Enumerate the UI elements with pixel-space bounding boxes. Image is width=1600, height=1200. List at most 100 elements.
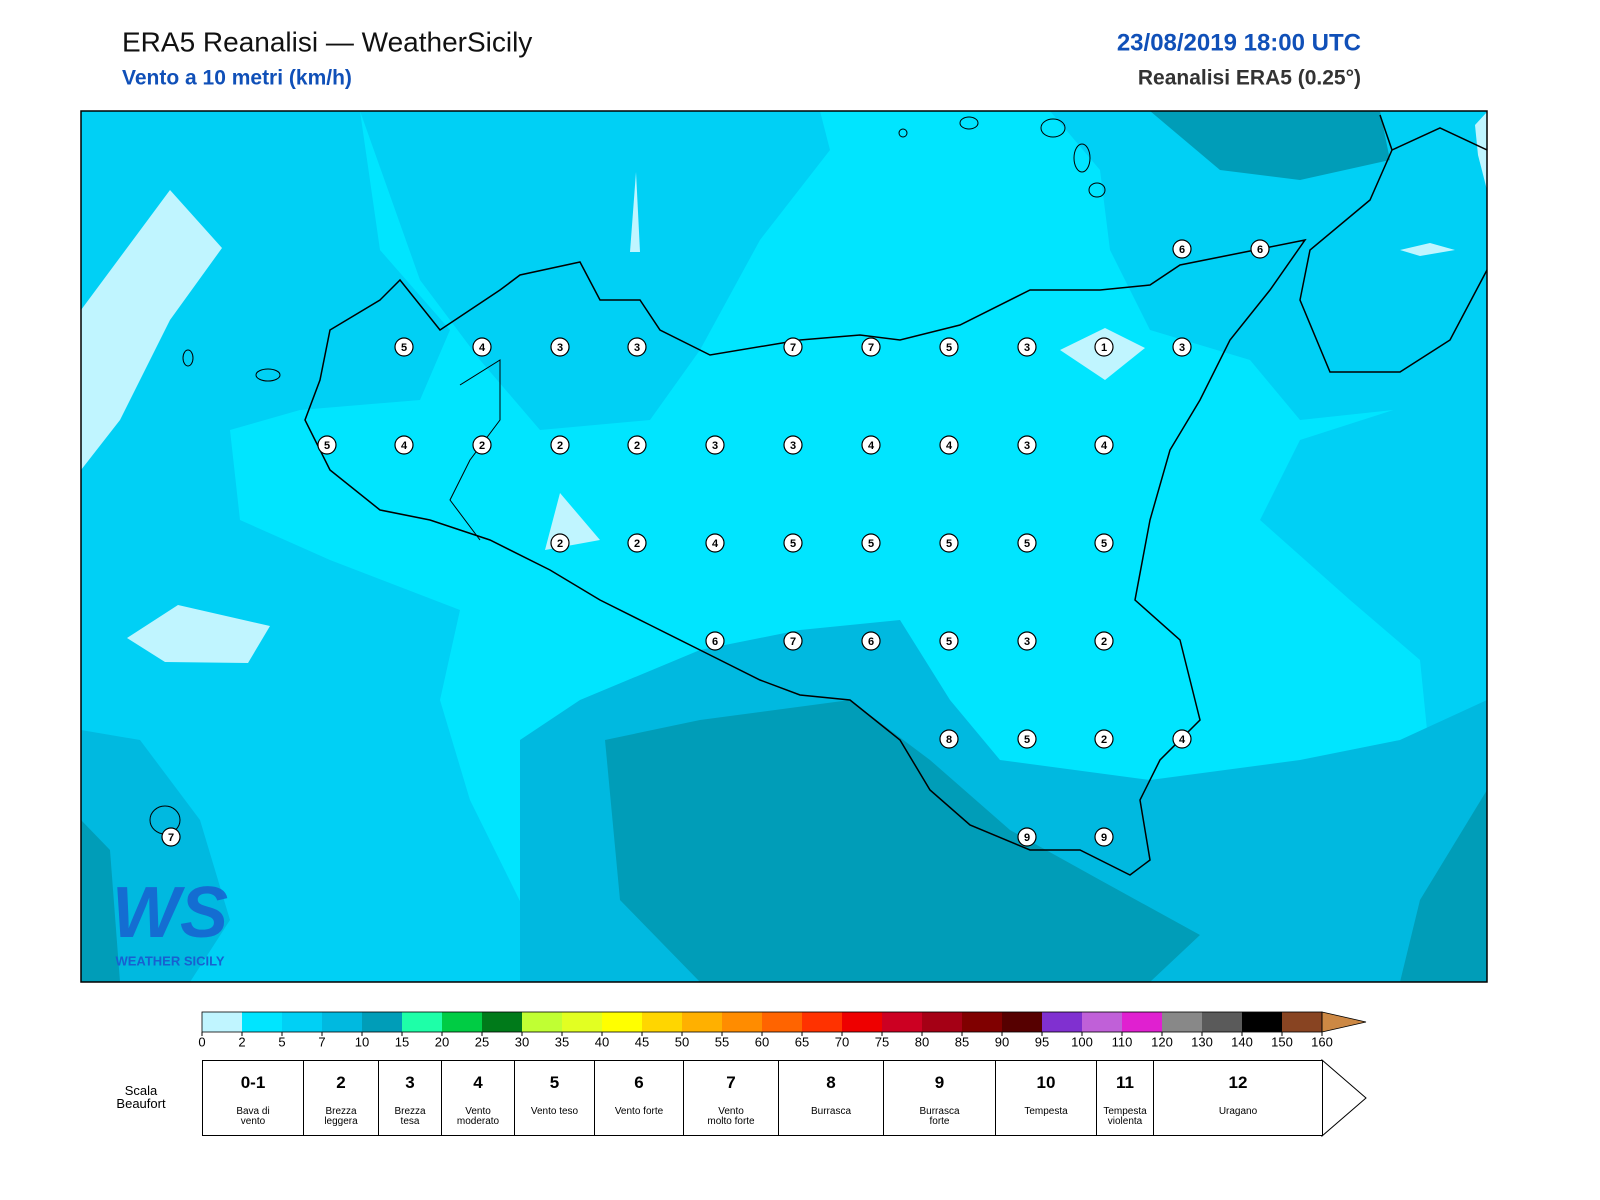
island [255,368,281,382]
beaufort-box: 10 Tempesta [995,1060,1097,1136]
colorbar-bin [722,1012,762,1032]
field-zone [81,111,560,982]
station-marker [705,435,725,455]
field-zone [81,820,120,982]
colorbar-bin [402,1012,442,1032]
station-value: 5 [1024,734,1030,746]
beaufort-force: 2 [336,1073,346,1092]
beaufort-desc-box: Burrasca [781,1107,881,1117]
station-value: 2 [479,440,485,452]
station-value: 3 [712,440,718,452]
station-value: 4 [1101,440,1108,452]
colorbar-tick-label: 160 [1311,1034,1333,1049]
field-zone [1400,790,1487,982]
colorbar-bin [1082,1012,1122,1032]
station-value: 4 [1179,734,1186,746]
station-marker [472,435,492,455]
station-marker [1017,729,1037,749]
station-value: 9 [1024,832,1030,844]
station-value: 4 [712,538,719,550]
colorbar-bin [762,1012,802,1032]
colorbar-tick-label: 0 [198,1034,205,1049]
beaufort-desc-box: Vento moderato [444,1107,512,1127]
station-marker [394,435,414,455]
beaufort-force: 11 [1116,1073,1134,1092]
colorbar-tick-label: 15 [395,1034,409,1049]
colorbar-bin [362,1012,402,1032]
station-value: 2 [634,440,640,452]
station-value: 5 [1101,538,1107,550]
colorbar-tick-label: 75 [875,1034,889,1049]
station-marker [1094,631,1114,651]
station-marker [1017,631,1037,651]
colorbar-tick-label: 5 [278,1034,285,1049]
colorbar-tick-label: 80 [915,1034,929,1049]
colorbar-tick-label: 140 [1231,1034,1253,1049]
beaufort-desc-box: Burrasca forte [886,1107,993,1127]
station-marker [1172,239,1192,259]
beaufort-force: 0-1 [240,1073,266,1092]
colorbar-tick-label: 60 [755,1034,769,1049]
station-marker [783,631,803,651]
station-marker [1017,337,1037,357]
colorbar-tick-label: 85 [955,1034,969,1049]
station-value: 6 [1257,244,1263,256]
field-zone [1150,111,1390,180]
colorbar-tick-label: 20 [435,1034,449,1049]
station-marker [1172,729,1192,749]
station-marker [1017,435,1037,455]
station-value: 6 [1179,244,1185,256]
station-marker [161,827,181,847]
colorbar-bin [602,1012,642,1032]
coastline [1391,127,1487,151]
beaufort-desc: Uragano [1218,1106,1258,1117]
beaufort-desc: Burrasca forte [919,1106,960,1127]
station-value: 3 [1024,440,1030,452]
station-marker [783,533,803,553]
station-value: 5 [401,342,407,354]
station-marker [627,533,647,553]
colorbar-bin [1202,1012,1242,1032]
station-marker [394,337,414,357]
station-value: 5 [790,538,796,550]
beaufort-desc-box: Tempesta [998,1107,1094,1117]
station-marker [1094,827,1114,847]
colorbar-bin [1122,1012,1162,1032]
colorbar-tick-label: 2 [238,1034,245,1049]
beaufort-box: 5 Vento teso [514,1060,595,1136]
colorbar-tick-label: 55 [715,1034,729,1049]
station-value: 5 [946,538,952,550]
beaufort-desc-box: Brezza tesa [381,1107,439,1127]
colorbar-bin [1282,1012,1322,1032]
station-marker [783,337,803,357]
field-zone [1050,111,1487,420]
beaufort-force: 3 [405,1073,415,1092]
station-marker [472,337,492,357]
coastline [304,238,1307,876]
beaufort-desc: Vento teso [530,1106,579,1117]
colorbar-bin [962,1012,1002,1032]
colorbar-tick-label: 110 [1112,1034,1133,1049]
beaufort-force: 5 [549,1073,560,1092]
colorbar-bin [282,1012,322,1032]
beaufort-label: Scala Beaufort [116,1083,166,1111]
beaufort-desc-box: Vento molto forte [686,1107,776,1127]
station-marker [939,337,959,357]
station-marker [705,631,725,651]
beaufort-box: 3 Brezza tesa [378,1060,442,1136]
station-value: 2 [634,538,640,550]
beaufort-box: 8 Burrasca [778,1060,884,1136]
station-marker [1017,827,1037,847]
title: ERA5 Reanalisi — WeatherSicily [122,26,532,57]
beaufort-box: 7 Vento molto forte [683,1060,779,1136]
island [1073,143,1091,173]
station-value: 7 [868,342,874,354]
beaufort-force: 4 [473,1073,483,1092]
beaufort-force: 9 [934,1073,945,1092]
colorbar-extension [1321,1011,1367,1033]
beaufort-desc: Vento forte [614,1106,664,1117]
beaufort-force: 10 [1036,1073,1056,1092]
colorbar-bin [202,1012,242,1032]
beaufort-desc-box: Bava di vento [205,1107,301,1127]
